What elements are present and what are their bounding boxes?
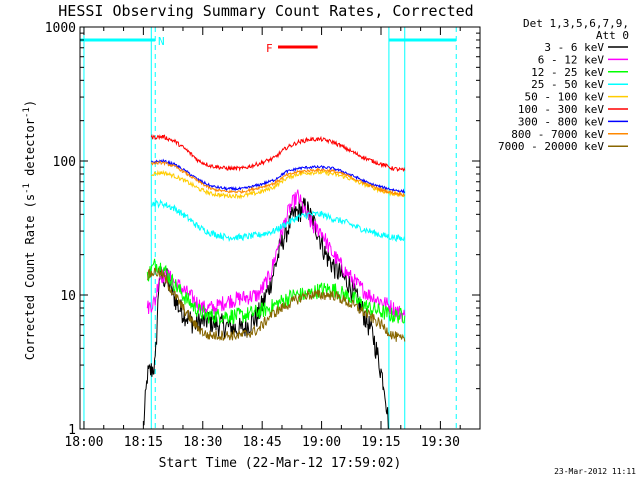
series-line-7000-20000-kev <box>146 267 406 342</box>
legend-label-100-300-kev: 100 - 300 keV <box>518 103 604 116</box>
svg-text:Corrected Count Rate (s-1 dete: Corrected Count Rate (s-1 detector-1) <box>22 100 37 360</box>
flare-label: F <box>266 42 273 55</box>
legend-label-25-50-kev: 25 - 50 keV <box>531 78 604 91</box>
x-tick-label-1: 18:15 <box>124 435 163 450</box>
legend-label-12-25-kev: 12 - 25 keV <box>531 66 604 79</box>
y-axis-label-mid: detector <box>23 118 37 183</box>
legend-header-line2: Att 0 <box>596 29 629 42</box>
series-line-25-50-kev <box>151 198 406 243</box>
chart-title: HESSI Observing Summary Count Rates, Cor… <box>58 2 473 20</box>
y-axis-label-sup1: -1 <box>22 183 32 194</box>
series-line-50-100-kev <box>151 169 405 200</box>
plot-area <box>80 27 457 430</box>
plot-frame <box>79 26 481 430</box>
series-line-100-300-kev <box>150 133 406 173</box>
x-tick-label-0: 18:00 <box>64 435 103 450</box>
y-tick-label-3: 1000 <box>45 21 76 36</box>
legend-label-7000-20000-kev: 7000 - 20000 keV <box>498 140 604 153</box>
series-line-300-800-kev <box>150 158 406 194</box>
y-axis-label: Corrected Count Rate (s-1 detector-1) <box>22 100 37 360</box>
legend-label-300-800-kev: 300 - 800 keV <box>518 115 604 128</box>
x-tick-label-3: 18:45 <box>243 435 282 450</box>
legend-label-6-12-kev: 6 - 12 keV <box>538 53 605 66</box>
y-axis-label-main: Corrected Count Rate (s <box>23 194 37 360</box>
y-tick-label-1: 10 <box>60 289 76 304</box>
legend-label-800-7000-kev: 800 - 7000 keV <box>511 128 604 141</box>
y-axis-label-end: ) <box>23 100 37 107</box>
series-line-800-7000-kev <box>150 160 406 197</box>
timestamp: 23-Mar-2012 11:11 <box>554 467 636 476</box>
x-tick-label-6: 19:30 <box>421 435 460 450</box>
night-label: N <box>158 35 165 48</box>
x-tick-label-2: 18:30 <box>183 435 222 450</box>
y-tick-label-0: 1 <box>68 423 76 438</box>
x-tick-label-4: 19:00 <box>302 435 341 450</box>
y-axis-label-sup2: -1 <box>22 107 32 118</box>
x-tick-label-5: 19:15 <box>361 435 400 450</box>
x-axis-ticks: 18:00 18:15 18:30 18:45 19:00 19:15 19:30 <box>64 27 461 450</box>
y-axis-ticks: 1 10 100 1000 <box>45 21 480 438</box>
legend-label-3-6-kev: 3 - 6 keV <box>544 41 604 54</box>
series-line-6-12-kev <box>146 189 406 322</box>
legend-label-50-100-kev: 50 - 100 keV <box>525 91 605 104</box>
x-axis-label: Start Time (22-Mar-12 17:59:02) <box>159 456 402 471</box>
series-line-12-25-kev <box>146 258 406 326</box>
legend-header-line1: Det 1,3,5,6,7,9, <box>523 17 629 30</box>
y-tick-label-2: 100 <box>53 155 76 170</box>
